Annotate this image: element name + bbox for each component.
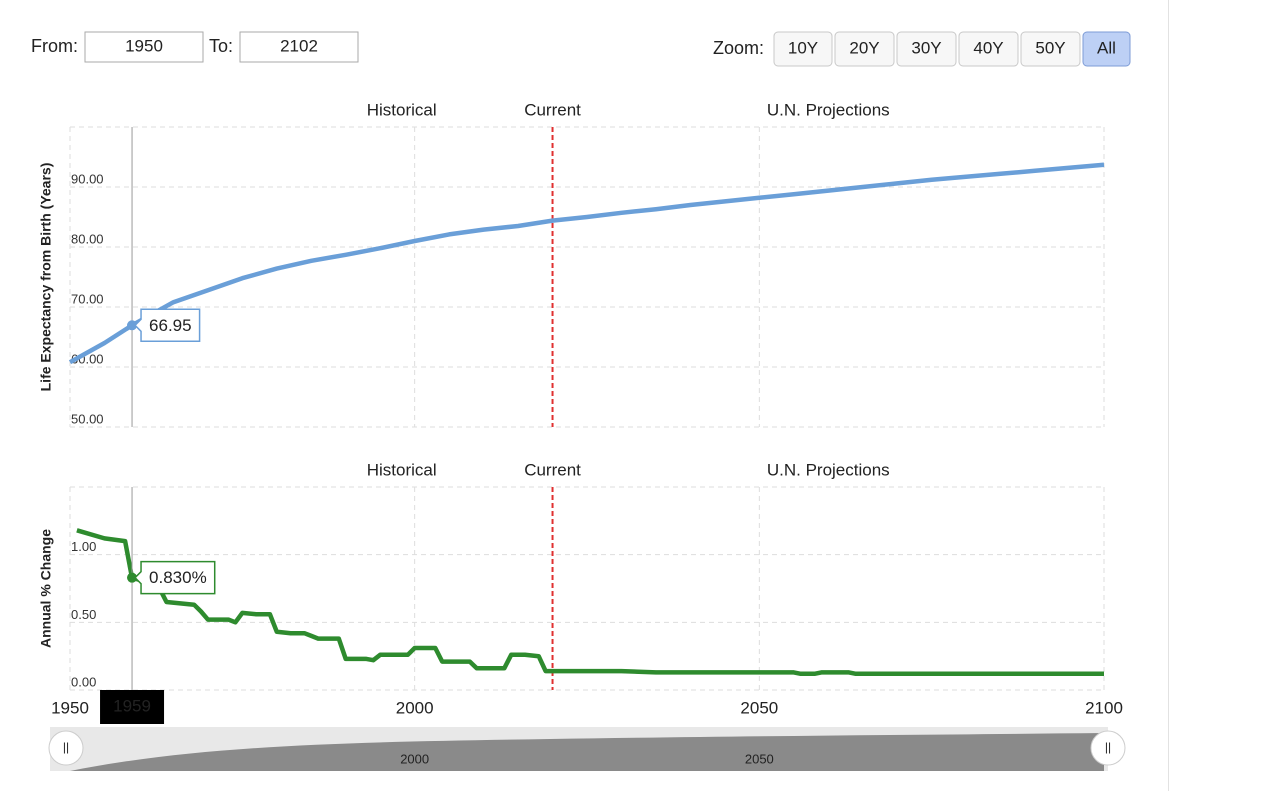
navigator-tick-label: 2000 <box>400 751 429 766</box>
data-line <box>76 528 1104 677</box>
region-label: Current <box>524 460 581 479</box>
y-tick-label: 80.00 <box>71 231 104 246</box>
from-input[interactable] <box>84 31 204 63</box>
zoom-button[interactable] <box>958 31 1019 67</box>
zoom-button-label[interactable]: 20Y <box>849 38 879 57</box>
x-tick-label: 2000 <box>396 698 434 717</box>
zoom-button[interactable] <box>834 31 895 67</box>
zoom-button-label[interactable]: 30Y <box>911 38 941 57</box>
region-label: Current <box>524 100 581 119</box>
tooltip-point <box>127 572 138 583</box>
crosshair-label-box <box>100 690 165 724</box>
zoom-button[interactable] <box>1020 31 1081 67</box>
zoom-label: Zoom: <box>713 38 764 58</box>
navigator-handle-right[interactable] <box>1090 730 1126 766</box>
handle-grip: || <box>63 740 69 754</box>
tooltip-point <box>127 320 138 331</box>
y-tick-label: 90.00 <box>71 171 104 186</box>
x-tick-label: 2100 <box>1085 698 1123 717</box>
tooltip-box <box>133 560 216 595</box>
tooltip-label: 0.830% <box>149 568 207 587</box>
handle-grip: || <box>1105 740 1111 754</box>
zoom-button-label[interactable]: All <box>1097 38 1116 57</box>
to-value[interactable]: 2102 <box>280 36 318 55</box>
y-axis-title: Annual % Change <box>38 529 54 648</box>
region-label: Historical <box>367 460 437 479</box>
zoom-button-label[interactable]: 40Y <box>973 38 1003 57</box>
navigator-tick-label: 2050 <box>745 751 774 766</box>
y-tick-label: 70.00 <box>71 291 104 306</box>
y-tick-label: 50.00 <box>71 411 104 426</box>
crosshair-label: 1959 <box>113 696 151 715</box>
from-label: From: <box>31 36 78 56</box>
y-tick-label: 0.50 <box>71 607 96 622</box>
zoom-button-label[interactable]: 10Y <box>788 38 818 57</box>
zoom-button[interactable] <box>1082 31 1131 67</box>
y-axis-title: Life Expectancy from Birth (Years) <box>38 163 54 392</box>
x-tick-label: 2050 <box>740 698 778 717</box>
to-input[interactable] <box>239 31 359 63</box>
region-label: U.N. Projections <box>767 100 890 119</box>
zoom-button-label[interactable]: 50Y <box>1035 38 1065 57</box>
tooltip-label: 66.95 <box>149 316 192 335</box>
y-tick-label: 1.00 <box>71 539 96 554</box>
tooltip-box <box>133 308 201 343</box>
zoom-button[interactable] <box>773 31 833 67</box>
from-value[interactable]: 1950 <box>125 36 163 55</box>
zoom-button[interactable] <box>896 31 957 67</box>
region-label: U.N. Projections <box>767 460 890 479</box>
data-line <box>68 162 1105 365</box>
to-label: To: <box>209 36 233 56</box>
region-label: Historical <box>367 100 437 119</box>
y-tick-label: 0.00 <box>71 674 96 689</box>
navigator-handle-left[interactable] <box>48 730 84 766</box>
navigator-area <box>70 733 1104 771</box>
x-tick-label: 1950 <box>51 698 89 717</box>
